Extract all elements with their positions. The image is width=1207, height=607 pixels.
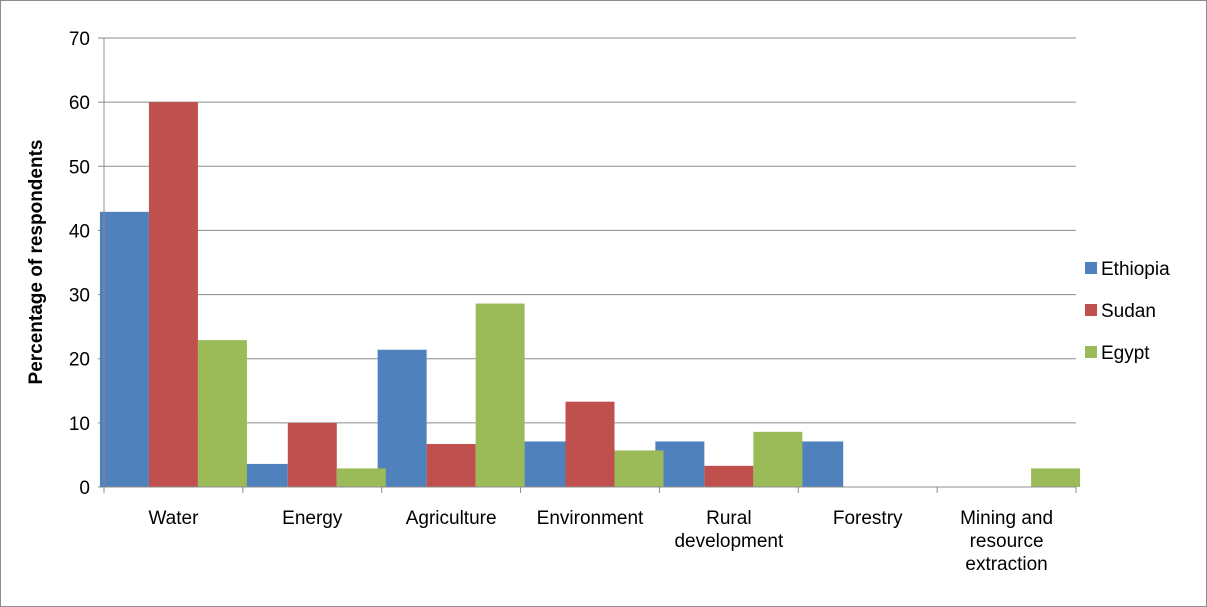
y-axis-ticks: 0 10 20 30 40 50 60 70: [69, 29, 104, 499]
bar-egypt: [197, 340, 247, 487]
legend-label-ethiopia: Ethiopia: [1101, 259, 1170, 280]
gridlines: [104, 37, 1076, 424]
bar-ethiopia: [794, 441, 844, 487]
x-category-label: Mining and resource extraction: [960, 508, 1053, 575]
legend-swatch-egypt: [1085, 346, 1097, 358]
y-tick-label: 30: [69, 286, 90, 307]
legend-swatch-ethiopia: [1085, 262, 1097, 274]
bar-egypt: [614, 450, 664, 487]
x-axis-categories: Water Energy Agriculture Environment Rural de…: [103, 487, 1077, 575]
x-category-label: Forestry: [833, 508, 903, 529]
x-category-label: Agriculture: [406, 508, 497, 529]
y-tick-label: 40: [69, 221, 90, 242]
bar-ethiopia: [99, 211, 149, 487]
axes: [103, 38, 1076, 488]
y-tick-label: 60: [69, 93, 90, 114]
bar-sudan: [426, 444, 476, 487]
x-category-label: Water: [148, 508, 199, 529]
legend-swatch-sudan: [1085, 304, 1097, 316]
x-category-label: Rural development: [674, 508, 784, 552]
bar-sudan: [148, 102, 198, 488]
y-tick-label: 50: [69, 157, 90, 178]
bar-egypt: [336, 468, 386, 487]
bars: [99, 102, 1081, 488]
bar-egypt: [1031, 468, 1081, 487]
bar-ethiopia: [655, 441, 705, 487]
x-category-label: Energy: [282, 508, 343, 529]
y-tick-label: 10: [69, 414, 90, 435]
bar-ethiopia: [516, 441, 566, 487]
legend: Ethiopia Sudan Egypt: [1085, 259, 1170, 364]
bar-ethiopia: [377, 349, 427, 487]
legend-label-egypt: Egypt: [1101, 343, 1150, 364]
bar-sudan: [704, 465, 754, 487]
y-tick-label: 20: [69, 350, 90, 371]
x-category-label: Environment: [537, 508, 644, 529]
bar-egypt: [475, 303, 525, 487]
bar-ethiopia: [238, 463, 288, 487]
bar-sudan: [287, 422, 337, 487]
bar-sudan: [565, 401, 615, 487]
y-tick-label: 70: [69, 29, 90, 50]
legend-label-sudan: Sudan: [1101, 301, 1156, 322]
y-tick-label: 0: [79, 478, 90, 499]
bar-egypt: [753, 431, 803, 487]
y-axis-label: Percentage of respondents: [26, 140, 47, 385]
